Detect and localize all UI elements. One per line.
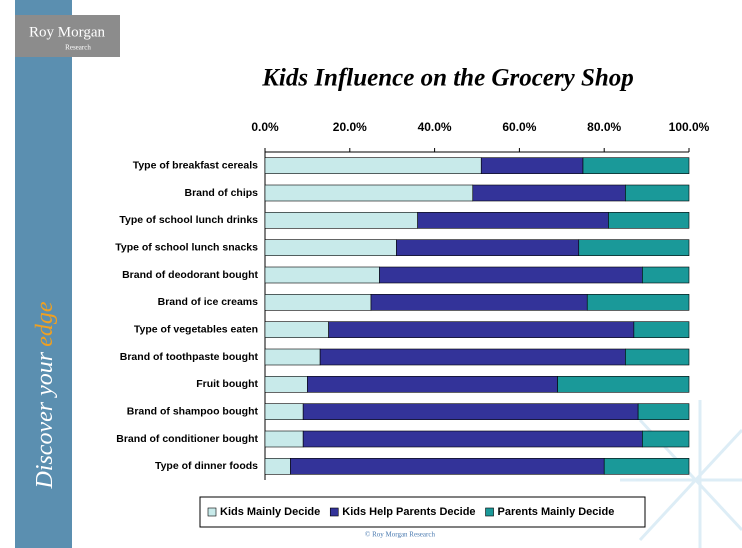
x-tick-label: 0.0% (251, 120, 279, 134)
bar-segment (480, 157, 584, 174)
legend-label: Kids Help Parents Decide (342, 506, 475, 518)
x-tick-label: 80.0% (587, 120, 621, 134)
bar-segment (264, 348, 321, 366)
y-tick-label: Type of school lunch drinks (119, 214, 258, 226)
y-tick-label: Type of breakfast cereals (133, 159, 258, 171)
bar-segment (603, 458, 690, 475)
bar-segment (625, 184, 690, 202)
y-tick-label: Brand of conditioner bought (116, 433, 258, 445)
legend-swatch (485, 507, 494, 517)
bar-segment (637, 403, 690, 420)
y-tick-label: Brand of deodorant bought (122, 269, 258, 281)
legend-swatch (329, 507, 339, 517)
bar-segment (264, 184, 474, 202)
y-tick-label: Brand of chips (184, 187, 258, 199)
y-tick-label: Type of dinner foods (155, 460, 258, 472)
tagline-accent: edge (32, 301, 58, 347)
x-tick-label: 60.0% (502, 120, 536, 134)
logo: Roy Morgan (29, 24, 105, 40)
y-tick-label: Brand of shampoo bought (127, 405, 259, 417)
footer: © Roy Morgan Research (365, 531, 435, 539)
logo-sub: Research (65, 44, 91, 52)
bar-segment (319, 348, 626, 366)
bar-segment (417, 212, 609, 229)
y-tick-label: Brand of toothpaste bought (120, 351, 259, 363)
x-tick-label: 100.0% (669, 120, 710, 134)
bar-segment (264, 266, 380, 284)
bar-segment (302, 430, 643, 448)
bar-segment (625, 348, 690, 366)
legend-box (199, 496, 646, 528)
x-tick-label: 40.0% (418, 120, 452, 134)
bar-segment (264, 376, 308, 393)
bar-segment (328, 321, 635, 338)
bar-segment (578, 239, 690, 256)
y-tick-label: Type of vegetables eaten (134, 323, 258, 335)
bar-segment (264, 157, 482, 174)
tagline-text: Discover your (32, 351, 58, 489)
bar-segment (264, 294, 372, 311)
legend-label: Kids Mainly Decide (220, 506, 320, 518)
bar-segment (264, 403, 304, 420)
legend-swatch (207, 507, 217, 517)
x-tick-label: 20.0% (333, 120, 367, 134)
bar-segment (264, 430, 304, 448)
bar-segment (379, 266, 643, 284)
bar-segment (472, 184, 626, 202)
y-tick-label: Fruit bought (196, 378, 258, 390)
bar-segment (633, 321, 690, 338)
chart-title: Kids Influence on the Grocery Shop (261, 65, 634, 92)
bar-segment (557, 376, 690, 393)
bar-segment (264, 321, 329, 338)
bar-segment (396, 239, 580, 256)
bar-segment (642, 430, 690, 448)
bar-segment (582, 157, 690, 174)
bar-segment (264, 458, 291, 475)
bar-segment (586, 294, 690, 311)
y-tick-label: Brand of ice creams (158, 296, 259, 308)
tagline: Discover your edge (32, 301, 58, 489)
bar-segment (264, 212, 418, 229)
y-tick-label: Type of school lunch snacks (115, 241, 258, 253)
bar-segment (370, 294, 588, 311)
logo-box (15, 15, 120, 57)
bar-segment (264, 239, 397, 256)
bar-segment (608, 212, 690, 229)
bar-segment (302, 403, 639, 420)
sidebar (15, 0, 72, 548)
legend-label: Parents Mainly Decide (498, 506, 615, 518)
bar-segment (642, 266, 690, 284)
bar-segment (290, 458, 605, 475)
bar-segment (307, 376, 558, 393)
